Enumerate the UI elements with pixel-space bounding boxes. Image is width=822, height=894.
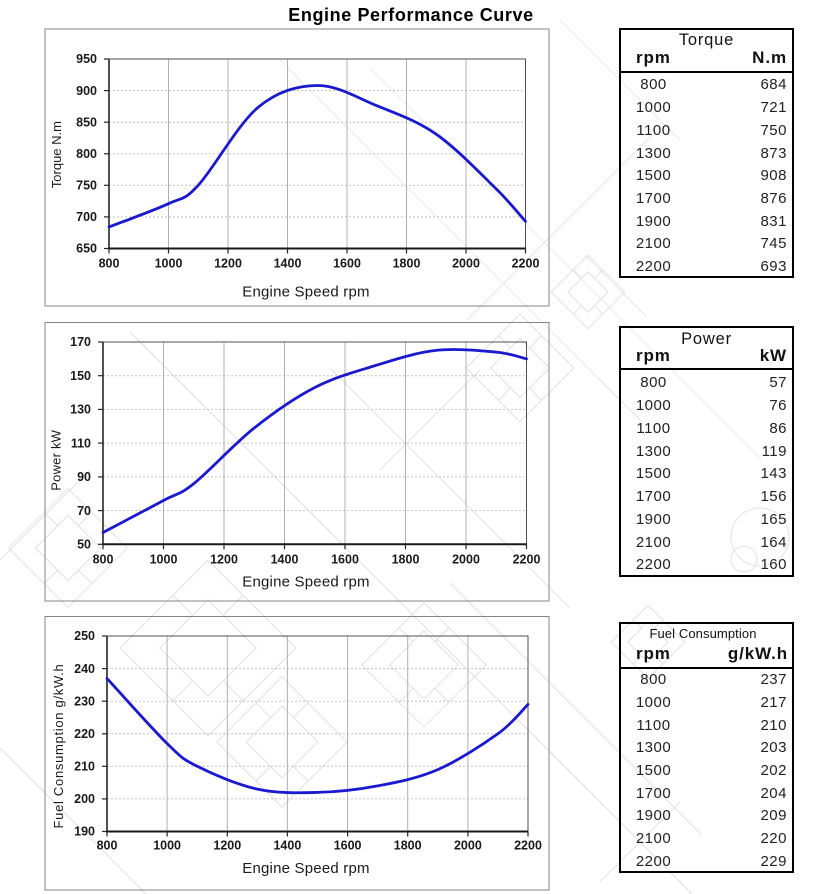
svg-text:Engine Speed rpm: Engine Speed rpm <box>242 574 369 591</box>
svg-text:1600: 1600 <box>331 553 359 567</box>
svg-text:50: 50 <box>77 538 91 552</box>
svg-text:130: 130 <box>70 403 91 417</box>
svg-text:700: 700 <box>76 210 97 224</box>
svg-text:230: 230 <box>74 694 95 708</box>
svg-text:1200: 1200 <box>214 257 242 271</box>
svg-text:750: 750 <box>76 179 97 193</box>
svg-text:Power kW: Power kW <box>49 429 64 490</box>
svg-text:2000: 2000 <box>452 553 480 567</box>
svg-text:1400: 1400 <box>274 257 302 271</box>
svg-text:1600: 1600 <box>333 257 361 271</box>
svg-text:Engine Speed rpm: Engine Speed rpm <box>242 284 369 301</box>
svg-text:Fuel Consumption g/kW.h: Fuel Consumption g/kW.h <box>51 664 66 829</box>
svg-text:1800: 1800 <box>392 553 420 567</box>
svg-text:240: 240 <box>74 662 95 676</box>
svg-text:1400: 1400 <box>273 839 301 853</box>
svg-text:220: 220 <box>74 727 95 741</box>
svg-text:1200: 1200 <box>210 553 238 567</box>
svg-text:190: 190 <box>74 825 95 839</box>
svg-text:210: 210 <box>74 760 95 774</box>
svg-text:2200: 2200 <box>513 553 541 567</box>
svg-text:850: 850 <box>76 115 97 129</box>
svg-text:170: 170 <box>70 335 91 349</box>
svg-text:2000: 2000 <box>454 839 482 853</box>
svg-text:900: 900 <box>76 84 97 98</box>
svg-text:1000: 1000 <box>150 553 178 567</box>
svg-text:800: 800 <box>97 839 118 853</box>
svg-text:950: 950 <box>76 52 97 66</box>
svg-text:1800: 1800 <box>393 257 421 271</box>
svg-text:Torque N.m: Torque N.m <box>49 121 64 188</box>
svg-text:2200: 2200 <box>514 839 542 853</box>
svg-text:800: 800 <box>76 147 97 161</box>
svg-text:1600: 1600 <box>334 839 362 853</box>
svg-text:1400: 1400 <box>271 553 299 567</box>
svg-text:1800: 1800 <box>394 839 422 853</box>
svg-text:800: 800 <box>99 257 120 271</box>
svg-text:1000: 1000 <box>153 839 181 853</box>
svg-text:250: 250 <box>74 629 95 643</box>
svg-text:1000: 1000 <box>155 257 183 271</box>
svg-text:2200: 2200 <box>512 257 540 271</box>
svg-text:Engine Speed rpm: Engine Speed rpm <box>242 860 369 877</box>
svg-text:650: 650 <box>76 242 97 256</box>
svg-text:2000: 2000 <box>452 257 480 271</box>
svg-text:1200: 1200 <box>213 839 241 853</box>
svg-text:90: 90 <box>77 470 91 484</box>
svg-text:200: 200 <box>74 792 95 806</box>
svg-text:150: 150 <box>70 369 91 383</box>
svg-text:70: 70 <box>77 504 91 518</box>
svg-text:110: 110 <box>71 436 91 450</box>
svg-text:800: 800 <box>93 553 114 567</box>
